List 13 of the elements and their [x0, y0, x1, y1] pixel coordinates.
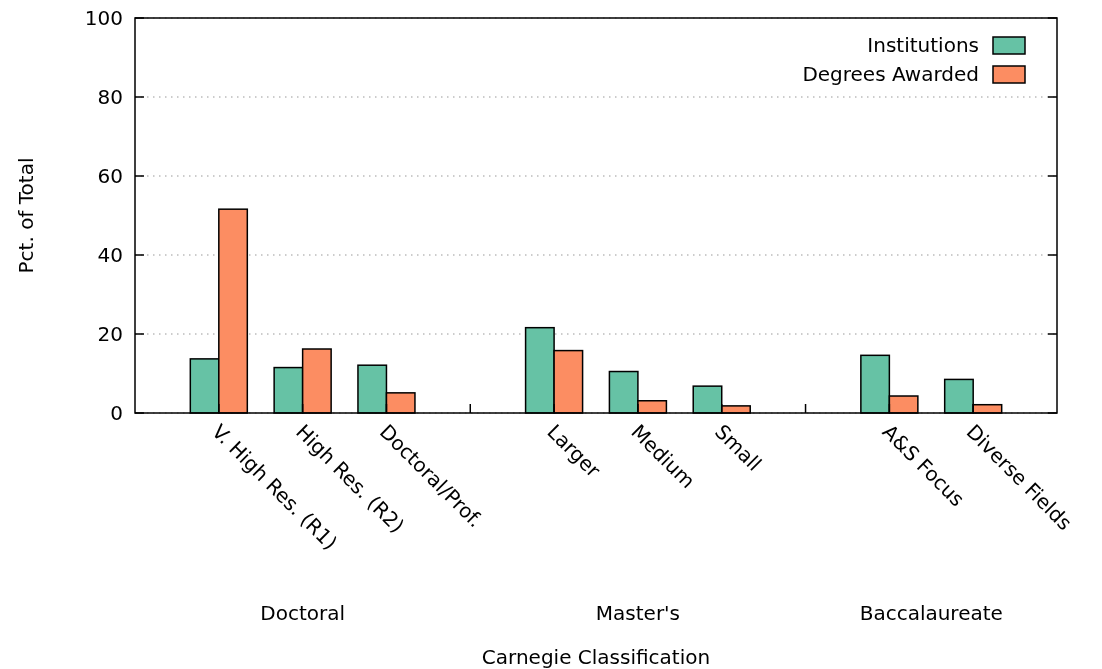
text: Doctoral: [260, 601, 346, 625]
y-tick-label: 0: [110, 401, 123, 425]
y-tick-label: 20: [97, 322, 123, 346]
y-tick-label: 100: [84, 6, 123, 30]
y-axis-title: Pct. of Total: [14, 157, 38, 274]
text: Baccalaureate: [859, 601, 1003, 625]
legend-label: Institutions: [867, 33, 979, 57]
y-tick-label: 60: [97, 164, 123, 188]
y-tick-label: 40: [97, 243, 123, 267]
x-axis-title: Carnegie Classification: [481, 645, 711, 669]
text: Master's: [595, 601, 681, 625]
legend-label: Degrees Awarded: [802, 62, 979, 86]
y-tick-label: 80: [97, 85, 123, 109]
